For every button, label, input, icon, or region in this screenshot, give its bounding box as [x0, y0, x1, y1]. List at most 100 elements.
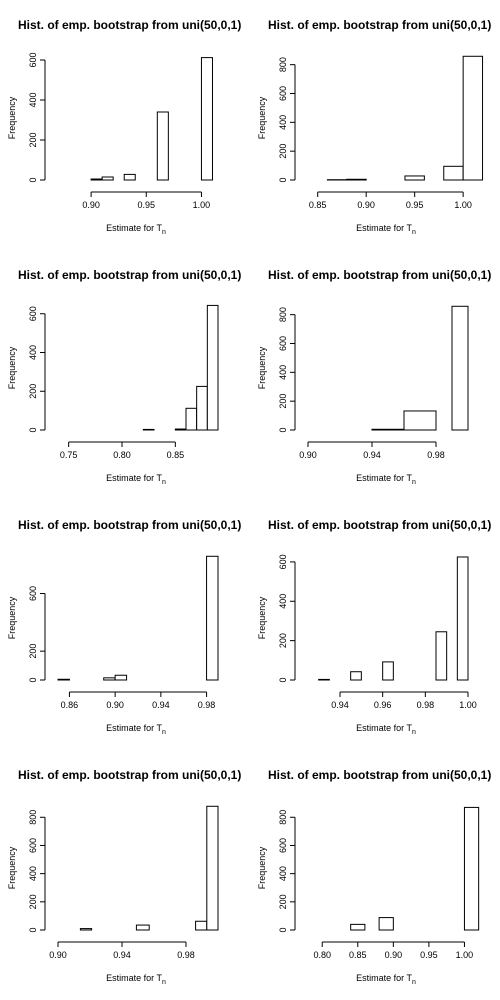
y-axis-label: Frequency — [7, 596, 17, 639]
x-tick-label: 0.85 — [309, 200, 327, 210]
y-axis-label: Frequency — [7, 96, 17, 139]
y-tick-label: 600 — [278, 86, 288, 101]
chart-title: Hist. of emp. bootstrap from uni(50,0,1) — [18, 768, 241, 782]
x-tick-label: 0.85 — [167, 450, 185, 460]
y-tick-label: 600 — [28, 838, 38, 853]
y-tick-label: 200 — [28, 132, 38, 147]
histogram-bar — [57, 678, 70, 681]
histogram-panel: Hist. of emp. bootstrap from uni(50,0,1)… — [7, 768, 241, 986]
x-axis-label-subscript: n — [162, 729, 166, 736]
y-axis-label: Frequency — [7, 846, 17, 889]
x-axis-label: Estimate for Tn — [106, 473, 166, 486]
histogram-bar — [123, 173, 136, 181]
y-tick-label: 0 — [28, 677, 38, 682]
histogram-bar — [378, 917, 394, 931]
y-tick-label: 200 — [278, 894, 288, 909]
x-tick-label: 0.95 — [138, 200, 156, 210]
x-tick-label: 0.80 — [313, 950, 331, 960]
x-tick-label: 0.98 — [427, 450, 445, 460]
x-axis-label-subscript: n — [412, 729, 416, 736]
x-tick-label: 0.90 — [385, 950, 403, 960]
histogram-bar — [196, 385, 208, 431]
x-axis-label-main: Estimate for T — [106, 973, 162, 983]
x-tick-label: 0.95 — [420, 950, 438, 960]
y-tick-label: 0 — [28, 427, 38, 432]
x-tick-label: 0.94 — [331, 700, 349, 710]
y-tick-label: 600 — [278, 554, 288, 569]
y-axis-label: Frequency — [257, 346, 267, 389]
y-tick-label: 400 — [278, 594, 288, 609]
y-tick-label: 200 — [28, 384, 38, 399]
y-tick-label: 0 — [28, 927, 38, 932]
y-axis-label: Frequency — [7, 346, 17, 389]
histogram-bar — [79, 928, 93, 931]
y-tick-label: 400 — [278, 866, 288, 881]
x-axis-label-main: Estimate for T — [356, 723, 412, 733]
x-tick-label: 0.90 — [49, 950, 67, 960]
histogram-bar — [206, 304, 219, 431]
x-axis-label-subscript: n — [412, 979, 416, 986]
y-tick-label: 0 — [278, 427, 288, 432]
x-axis-label: Estimate for Tn — [356, 973, 416, 986]
x-tick-label: 0.98 — [177, 950, 195, 960]
x-tick-label: 0.95 — [406, 200, 424, 210]
histogram-panel: Hist. of emp. bootstrap from uni(50,0,1)… — [257, 518, 491, 736]
histogram-bar — [195, 920, 208, 931]
x-axis-label-subscript: n — [412, 229, 416, 236]
y-tick-label: 600 — [278, 838, 288, 853]
x-axis-label-main: Estimate for T — [356, 973, 412, 983]
histogram-bar — [350, 671, 362, 681]
histogram-bar — [435, 631, 448, 681]
x-axis-label-subscript: n — [412, 479, 416, 486]
chart-title: Hist. of emp. bootstrap from uni(50,0,1) — [18, 268, 241, 282]
x-tick-label: 1.00 — [193, 200, 211, 210]
x-axis-label: Estimate for Tn — [356, 723, 416, 736]
x-tick-label: 0.86 — [61, 700, 79, 710]
y-tick-label: 200 — [278, 144, 288, 159]
histogram-bar — [350, 923, 366, 931]
x-tick-label: 0.94 — [363, 450, 381, 460]
y-tick-label: 800 — [278, 307, 288, 322]
x-axis-label: Estimate for Tn — [106, 223, 166, 236]
x-axis-label-main: Estimate for T — [106, 723, 162, 733]
y-tick-label: 800 — [278, 57, 288, 72]
histogram-bar — [206, 805, 219, 931]
x-axis-label-main: Estimate for T — [106, 473, 162, 483]
histogram-bar — [114, 674, 128, 681]
x-axis-label-subscript: n — [162, 979, 166, 986]
chart-title: Hist. of emp. bootstrap from uni(50,0,1) — [268, 268, 491, 282]
y-tick-label: 200 — [28, 644, 38, 659]
histogram-bar — [346, 178, 367, 181]
chart-title: Hist. of emp. bootstrap from uni(50,0,1) — [18, 18, 241, 32]
chart-title: Hist. of emp. bootstrap from uni(50,0,1) — [18, 518, 241, 532]
y-tick-label: 200 — [278, 394, 288, 409]
histogram-bar — [174, 428, 187, 431]
histogram-panel: Hist. of emp. bootstrap from uni(50,0,1)… — [257, 768, 491, 986]
y-tick-label: 0 — [278, 677, 288, 682]
histogram-bar — [142, 428, 155, 431]
y-tick-label: 400 — [28, 345, 38, 360]
histogram-bar — [403, 410, 437, 431]
x-tick-label: 0.90 — [82, 200, 100, 210]
y-tick-label: 600 — [28, 52, 38, 67]
histogram-bar — [318, 678, 330, 681]
histogram-panel: Hist. of emp. bootstrap from uni(50,0,1)… — [257, 18, 491, 236]
histogram-bar — [206, 555, 219, 681]
x-tick-label: 0.90 — [357, 200, 375, 210]
x-tick-label: 0.94 — [113, 950, 131, 960]
histogram-bar — [371, 428, 405, 431]
x-tick-label: 0.90 — [299, 450, 317, 460]
y-tick-label: 600 — [28, 306, 38, 321]
x-axis-label-main: Estimate for T — [106, 223, 162, 233]
x-tick-label: 0.90 — [106, 700, 124, 710]
histogram-bar — [200, 57, 213, 181]
histogram-bar — [382, 661, 394, 681]
x-tick-label: 1.00 — [459, 700, 477, 710]
histogram-bar — [101, 176, 114, 181]
histogram-bar — [462, 55, 484, 181]
x-axis-label: Estimate for Tn — [356, 223, 416, 236]
x-tick-label: 0.98 — [417, 700, 435, 710]
x-tick-label: 0.98 — [198, 700, 216, 710]
x-axis-label: Estimate for Tn — [106, 973, 166, 986]
